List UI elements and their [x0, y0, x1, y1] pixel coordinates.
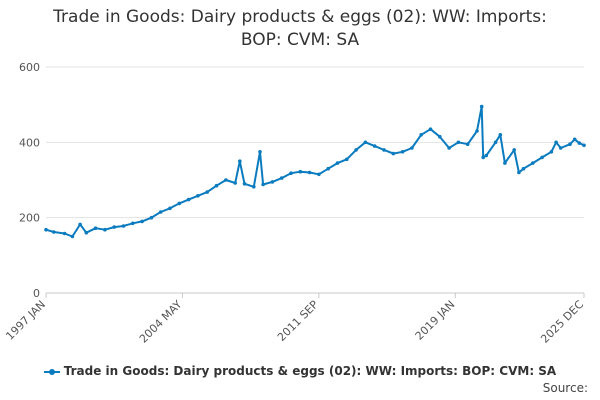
chart-title-line-1: Trade in Goods: Dairy products & eggs (0…: [53, 7, 547, 27]
series-0-point-43: [419, 133, 424, 137]
series-0-point-14: [168, 206, 172, 211]
series-0-point-17: [196, 194, 200, 198]
series-0-point-57: [517, 170, 521, 175]
x-tick-label-1: 2004 MAY: [137, 298, 185, 346]
x-tick-label-3: 2019 JAN: [413, 298, 458, 343]
series-0-point-16: [186, 197, 191, 202]
y-tick-label-2: 400: [19, 136, 40, 149]
series-0-point-33: [326, 166, 331, 171]
series-0-point-5: [84, 230, 89, 235]
series-0-point-6: [93, 226, 98, 230]
series-0-point-44: [428, 127, 433, 131]
series-0-point-23: [242, 182, 247, 186]
series-0-point-8: [112, 225, 116, 229]
series-0-point-19: [214, 183, 219, 188]
series-0-point-30: [298, 169, 303, 174]
series-0-point-64: [568, 142, 572, 146]
series-0-point-67: [582, 143, 586, 148]
series-0-point-10: [131, 221, 135, 226]
series-0-point-56: [512, 148, 516, 152]
legend-label: Trade in Goods: Dairy products & eggs (0…: [63, 364, 557, 378]
series-0-point-62: [554, 140, 558, 145]
series-0-point-59: [531, 161, 535, 165]
series-0-point-60: [540, 155, 544, 160]
series-0-point-12: [149, 215, 154, 220]
series-0-point-27: [270, 180, 275, 184]
series-0-point-38: [372, 144, 377, 148]
series-0-point-53: [493, 140, 498, 145]
series-0-point-37: [363, 140, 368, 145]
series-0-point-11: [140, 219, 144, 224]
legend[interactable]: Trade in Goods: Dairy products & eggs (0…: [0, 364, 600, 378]
series-0-point-35: [345, 157, 349, 162]
series-0-point-46: [447, 146, 451, 150]
series-0-point-13: [158, 210, 163, 214]
series-0-point-40: [391, 151, 396, 156]
series-0-point-28: [279, 176, 284, 180]
series-0-point-61: [549, 150, 554, 154]
series-0-point-63: [558, 146, 563, 150]
series-0-point-22: [238, 159, 242, 163]
series-0-point-45: [438, 134, 442, 139]
series-0-point-18: [205, 190, 209, 194]
series-0-point-58: [521, 166, 526, 171]
y-tick-label-0: 0: [33, 287, 40, 300]
series-0-point-66: [577, 141, 582, 145]
series-0-point-41: [400, 150, 405, 154]
series-0-point-50: [479, 104, 484, 109]
legend-series-line-icon: [43, 367, 60, 377]
series-0-point-39: [382, 148, 386, 152]
x-tick-label-0: 1997 JAN: [3, 298, 48, 343]
series-line-0: [45, 105, 585, 238]
series-0-point-1: [52, 230, 56, 234]
series-0-point-32: [317, 172, 321, 177]
series-0-point-25: [258, 150, 262, 154]
series-0-point-47: [456, 140, 461, 145]
series-0-point-3: [70, 234, 75, 239]
series-0-point-34: [335, 161, 340, 165]
series-0-point-24: [252, 185, 256, 189]
chart-title: Trade in Goods: Dairy products & eggs (0…: [0, 6, 600, 52]
series-0-point-31: [307, 170, 312, 175]
series-0-point-65: [572, 137, 577, 142]
series-0-point-21: [233, 181, 237, 185]
series-0-point-9: [121, 224, 126, 228]
chart-title-line-2: BOP: CVM: SA: [240, 30, 360, 50]
series-0-point-15: [177, 201, 182, 206]
series-0-point-49: [475, 129, 479, 133]
series-0-point-4: [78, 222, 82, 227]
series-0-point-51: [481, 155, 486, 160]
series-0-point-36: [354, 148, 358, 152]
series-0-point-29: [289, 171, 293, 175]
series-0-point-20: [224, 178, 228, 182]
series-0-point-7: [103, 227, 107, 232]
series-0-point-26: [261, 182, 265, 187]
series-0-point-54: [498, 133, 503, 137]
x-tick-label-2: 2011 SEP: [275, 298, 321, 344]
x-tick-label-4: 2025 DEC: [538, 298, 586, 346]
series-0-point-48: [465, 142, 470, 146]
series-0-point-52: [484, 153, 489, 158]
series-0-point-55: [503, 161, 507, 165]
y-tick-label-1: 200: [19, 212, 40, 225]
series-0-point-0: [44, 227, 48, 232]
source-label: Source:: [542, 381, 588, 395]
series-0-point-2: [62, 231, 67, 236]
y-tick-label-3: 600: [19, 61, 40, 74]
series-0-point-42: [410, 146, 414, 150]
